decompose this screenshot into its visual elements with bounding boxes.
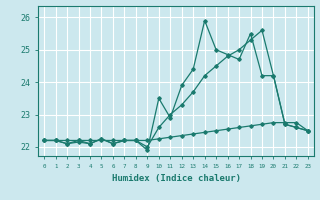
X-axis label: Humidex (Indice chaleur): Humidex (Indice chaleur) [111,174,241,183]
